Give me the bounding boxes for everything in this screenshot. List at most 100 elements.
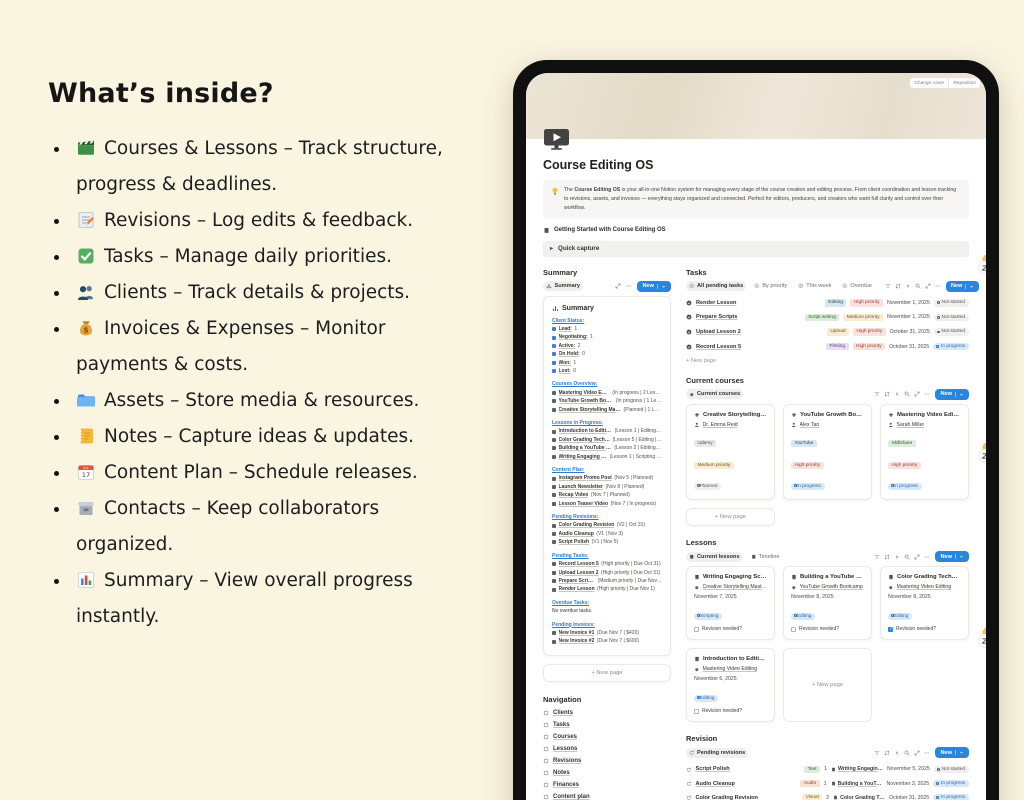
lesson-link[interactable]: Writing Engaging Scripts — [831, 766, 883, 772]
line-icon — [552, 429, 556, 434]
course-card[interactable]: YouTube Growth Bootcamp Alex Tan YouTube… — [783, 403, 872, 501]
sort-icon[interactable] — [884, 391, 890, 397]
tv-play-icon[interactable] — [543, 128, 570, 151]
revision-row[interactable]: Script Polish Text 1 Writing Engaging Sc… — [686, 762, 969, 776]
summary-card[interactable]: Summary Client Status: Lead: 1 Negotiatin… — [543, 295, 671, 656]
task-check-icon[interactable] — [686, 329, 692, 335]
search-icon[interactable] — [904, 554, 910, 560]
line-icon — [552, 446, 556, 451]
nav-link[interactable]: Notes — [543, 770, 671, 776]
task-row[interactable]: Upload Lesson 2 Upload High priority Oct… — [686, 325, 969, 340]
callout: The Course Editing OS is your all-in-one… — [543, 180, 969, 219]
sort-icon[interactable] — [895, 283, 901, 289]
revision-row[interactable]: Audio Cleanup Audio 1 Building a YouTube… — [686, 776, 969, 790]
courses-view-tab[interactable]: Current courses — [686, 389, 744, 400]
reposition-button[interactable]: Reposition — [948, 78, 980, 88]
task-row[interactable]: Record Lesson 5 Filming High priority Oc… — [686, 339, 969, 354]
lessons-view-tab[interactable]: Current lessons — [686, 551, 743, 562]
new-page-card[interactable]: + New page — [783, 648, 872, 723]
line-icon — [552, 579, 556, 584]
revision-checkbox[interactable] — [694, 708, 699, 714]
new-button[interactable]: New — [945, 280, 980, 292]
filter-icon[interactable] — [885, 283, 891, 289]
revision-row[interactable]: Color Grading Revision Visual 2 Color Gr… — [686, 791, 969, 800]
more-icon[interactable] — [626, 283, 632, 289]
summary-line: Building a YouTube Channel(Lesson 2 | Ed… — [552, 444, 662, 452]
zap-icon[interactable] — [894, 391, 900, 397]
graduation-cap-icon — [888, 585, 894, 591]
course-card[interactable]: Creative Storytelling Masterclass Dr. Em… — [686, 403, 775, 501]
more-icon[interactable] — [924, 554, 930, 560]
expand-icon[interactable] — [914, 750, 920, 756]
task-row[interactable]: Prepare Scripts Script writing Medium pr… — [686, 310, 969, 325]
summary-view-tab[interactable]: Summary — [543, 281, 583, 292]
getting-started-link[interactable]: Getting Started with Course Editing OS — [543, 227, 969, 234]
lesson-card[interactable]: Building a YouTube Channel YouTube Growt… — [783, 566, 872, 641]
revision-checkbox[interactable] — [694, 626, 699, 632]
quick-capture-toggle[interactable]: ▸ Quick capture — [543, 240, 969, 257]
filter-icon[interactable] — [874, 391, 880, 397]
more-icon[interactable] — [924, 391, 930, 397]
sort-icon[interactable] — [884, 750, 890, 756]
change-cover-button[interactable]: Change cover — [914, 80, 945, 86]
new-page-link[interactable]: + New page — [686, 357, 717, 364]
expand-icon[interactable] — [925, 283, 931, 289]
lesson-link[interactable]: Building a YouTube Channel — [831, 781, 883, 787]
more-icon[interactable] — [924, 750, 930, 756]
lessons-gallery: Writing Engaging Scripts Creative Storyt… — [686, 566, 969, 723]
new-button[interactable]: New — [935, 747, 969, 759]
task-row[interactable]: Render Lesson Editing High priority Nove… — [686, 296, 969, 311]
whats-inside-panel: What’s inside? Courses & Lessons – Track… — [48, 78, 493, 635]
item-text: Content Plan – Schedule releases. — [104, 462, 418, 483]
new-button[interactable]: New — [935, 551, 969, 563]
nav-link[interactable]: Lessons — [543, 746, 671, 752]
more-icon[interactable] — [935, 283, 941, 289]
zap-icon[interactable] — [905, 283, 911, 289]
expand-icon[interactable] — [914, 554, 920, 560]
lessons-view-tab[interactable]: Timeline — [748, 552, 783, 562]
lessons-header: Lessons — [686, 538, 717, 548]
lesson-card[interactable]: Color Grading Techniques Mastering Video… — [880, 566, 969, 641]
search-icon[interactable] — [904, 750, 910, 756]
search-icon[interactable] — [904, 391, 910, 397]
summary-line: Writing Engaging Scripts(Lesson 1 | Scri… — [552, 453, 662, 461]
lesson-date: November 6, 2025 — [694, 676, 737, 683]
new-page-button[interactable]: + New page — [543, 663, 671, 682]
summary-line: Script Polish (V1 | Nov 5) — [552, 538, 662, 546]
new-button[interactable]: New — [637, 280, 671, 292]
lesson-card[interactable]: Introduction to Editing Tools Mastering … — [686, 648, 775, 723]
expand-icon[interactable] — [615, 283, 621, 289]
nav-link[interactable]: Revisions — [543, 758, 671, 764]
nav-link[interactable]: Courses — [543, 734, 671, 740]
course-card[interactable]: Mastering Video Editing Sarah Miller Ski… — [880, 403, 969, 501]
sort-icon[interactable] — [884, 554, 890, 560]
revision-checkbox[interactable] — [888, 626, 893, 632]
new-page-button[interactable]: + New page — [686, 508, 775, 527]
nav-link[interactable]: Tasks — [543, 722, 671, 728]
filter-icon[interactable] — [874, 554, 880, 560]
zap-icon[interactable] — [894, 750, 900, 756]
filter-icon[interactable] — [874, 750, 880, 756]
lesson-card[interactable]: Writing Engaging Scripts Creative Storyt… — [686, 566, 775, 641]
status-badge: Not started — [933, 765, 969, 774]
nav-link[interactable]: Finances — [543, 782, 671, 788]
priority-tag: High priority — [791, 461, 824, 469]
tasks-view-tab[interactable]: By priority — [751, 281, 790, 291]
expand-icon[interactable] — [914, 391, 920, 397]
task-check-icon[interactable] — [686, 344, 692, 350]
nav-link[interactable]: Clients — [543, 710, 671, 716]
lesson-link[interactable]: Color Grading Techniques — [833, 795, 885, 800]
tasks-view-tab[interactable]: All pending tasks — [686, 281, 747, 292]
new-button[interactable]: New — [935, 388, 969, 400]
zap-icon[interactable] — [894, 554, 900, 560]
chevron-down-icon — [969, 284, 974, 289]
revision-checkbox[interactable] — [791, 626, 796, 632]
tasks-view-tab[interactable]: Overdue — [839, 281, 874, 291]
task-check-icon[interactable] — [686, 300, 692, 306]
chart-mini-icon — [552, 305, 559, 312]
revisions-view-tab[interactable]: Pending revisions — [686, 747, 749, 758]
nav-link[interactable]: Content plan — [543, 794, 671, 800]
task-check-icon[interactable] — [686, 314, 692, 320]
tasks-view-tab[interactable]: This week — [795, 281, 834, 291]
search-icon[interactable] — [915, 283, 921, 289]
